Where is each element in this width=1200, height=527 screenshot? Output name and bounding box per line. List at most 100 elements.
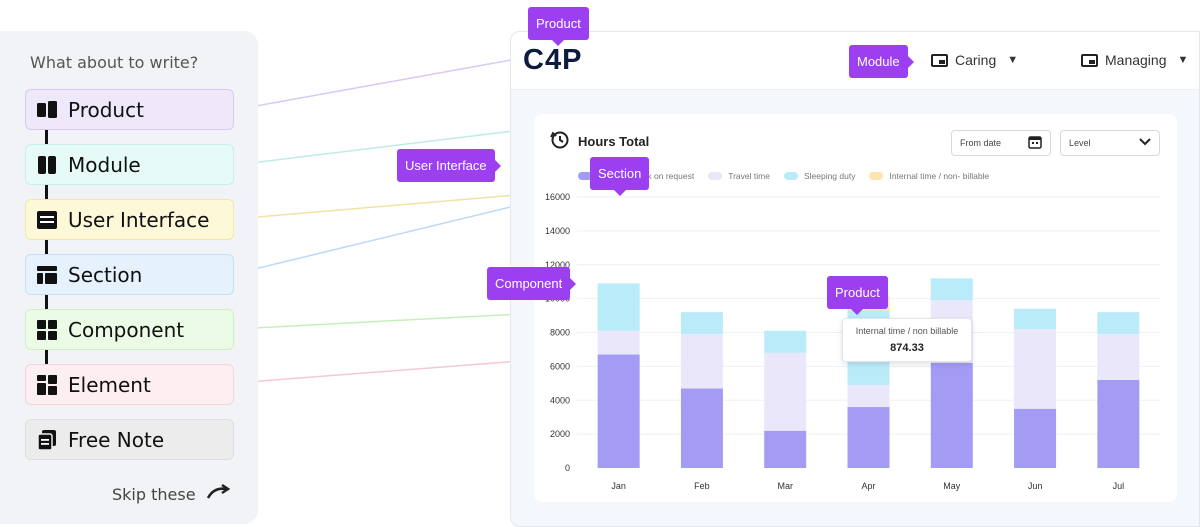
y-tick-label: 12000 [545, 260, 570, 270]
bar-segment[interactable] [847, 407, 890, 468]
type-item-label: User Interface [68, 207, 210, 232]
type-item-product[interactable]: Product [25, 89, 234, 130]
bar-segment[interactable] [930, 362, 973, 468]
legend-item[interactable]: Internal time / non- billable [869, 171, 989, 181]
type-item-element[interactable]: Element [25, 364, 234, 405]
y-tick-label: 14000 [545, 226, 570, 236]
type-item-user-interface[interactable]: User Interface [25, 199, 234, 240]
app-logo[interactable]: C4P [523, 44, 583, 76]
chevron-down-icon [1139, 138, 1151, 148]
bar-segment[interactable] [597, 354, 640, 468]
legend-label: Travel time [728, 171, 770, 181]
legend-item[interactable]: Sleeping duty [783, 171, 856, 181]
free-note-icon [36, 429, 58, 451]
x-tick-label: May [943, 481, 961, 491]
bar-segment[interactable] [680, 312, 723, 335]
callout-module: Module [849, 45, 914, 78]
chart-tooltip: Internal time / non billable 874.33 [842, 318, 972, 362]
nav-managing[interactable]: Managing ▼ [1081, 52, 1188, 68]
component-icon [36, 319, 58, 341]
type-item-free-note[interactable]: Free Note [25, 419, 234, 460]
nav-caring[interactable]: Caring ▼ [931, 52, 1018, 68]
from-date-input[interactable]: From date [951, 130, 1051, 156]
x-tick-label: Apr [861, 481, 875, 491]
history-clock-icon [550, 130, 570, 153]
tooltip-label: Internal time / non billable [855, 326, 959, 336]
type-item-label: Section [68, 262, 143, 287]
element-type-panel: What about to write? Product Module User… [0, 31, 258, 524]
bar-segment[interactable] [1014, 329, 1057, 409]
caret-down-icon: ▼ [1007, 54, 1019, 66]
calendar-icon [1028, 135, 1042, 151]
legend-item[interactable] [578, 171, 598, 181]
user-interface-icon [36, 209, 58, 231]
x-tick-label: Mar [777, 481, 793, 491]
y-tick-label: 6000 [550, 361, 570, 371]
type-item-module[interactable]: Module [25, 144, 234, 185]
type-item-label: Module [68, 152, 141, 177]
type-item-section[interactable]: Section [25, 254, 234, 295]
legend-label: Work on request [632, 171, 695, 181]
legend-swatch [869, 172, 884, 180]
monitor-icon [931, 53, 948, 67]
y-tick-label: 8000 [550, 328, 570, 338]
bar-segment[interactable] [764, 352, 807, 431]
curved-arrow-icon [206, 483, 232, 504]
x-tick-label: Jan [611, 481, 626, 491]
type-item-label: Free Note [68, 427, 165, 452]
legend-label: Internal time / non- billable [889, 171, 990, 181]
callout-component: Component [487, 267, 577, 300]
y-tick-label: 16000 [545, 192, 570, 202]
callout-user-interface: User Interface [397, 149, 501, 182]
bar-segment[interactable] [680, 388, 723, 468]
bar-segment[interactable] [764, 430, 807, 468]
connector-rail [45, 121, 48, 366]
legend-item[interactable]: Travel time [708, 171, 770, 181]
legend-swatch [708, 172, 723, 180]
monitor-icon [1081, 53, 1098, 67]
bar-segment[interactable] [1097, 379, 1140, 468]
type-item-component[interactable]: Component [25, 309, 234, 350]
legend-swatch [783, 172, 798, 180]
from-date-placeholder: From date [960, 138, 1002, 148]
tooltip-value: 874.33 [890, 342, 924, 354]
skip-label: Skip these [112, 484, 196, 504]
y-tick-label: 0 [565, 463, 570, 473]
x-tick-label: Jul [1113, 481, 1125, 491]
section-icon [36, 264, 58, 286]
y-tick-label: 2000 [550, 429, 570, 439]
x-tick-label: Jun [1028, 481, 1043, 491]
x-tick-label: Feb [694, 481, 710, 491]
level-select[interactable]: Level [1060, 130, 1160, 156]
type-item-label: Element [68, 372, 151, 397]
type-item-label: Product [68, 97, 144, 122]
bar-segment[interactable] [597, 283, 640, 331]
bar-segment[interactable] [1014, 408, 1057, 468]
legend-swatch [578, 172, 592, 180]
level-value: Level [1069, 138, 1091, 148]
bar-segment[interactable] [847, 385, 890, 408]
module-icon [36, 154, 58, 176]
bar-segment[interactable] [930, 278, 973, 301]
type-item-label: Component [68, 317, 185, 342]
bar-segment[interactable] [597, 330, 640, 355]
caret-down-icon: ▼ [1177, 54, 1189, 66]
bar-segment[interactable] [764, 330, 807, 353]
product-icon [36, 99, 58, 121]
card-title: Hours Total [550, 130, 649, 153]
nav-managing-label: Managing [1105, 52, 1167, 68]
skip-button[interactable]: Skip these [112, 483, 232, 504]
card-title-text: Hours Total [578, 134, 650, 149]
element-icon [36, 374, 58, 396]
bar-segment[interactable] [1097, 312, 1140, 335]
legend-label: Sleeping duty [803, 171, 856, 181]
y-tick-label: 4000 [550, 395, 570, 405]
bar-segment[interactable] [1014, 308, 1057, 330]
bar-segment[interactable] [680, 334, 723, 389]
nav-caring-label: Caring [955, 52, 997, 68]
callout-section: Section [590, 157, 650, 196]
callout-product-top: Product [528, 7, 589, 46]
bar-segment[interactable] [1097, 334, 1140, 380]
callout-product-chart: Product [827, 276, 888, 315]
